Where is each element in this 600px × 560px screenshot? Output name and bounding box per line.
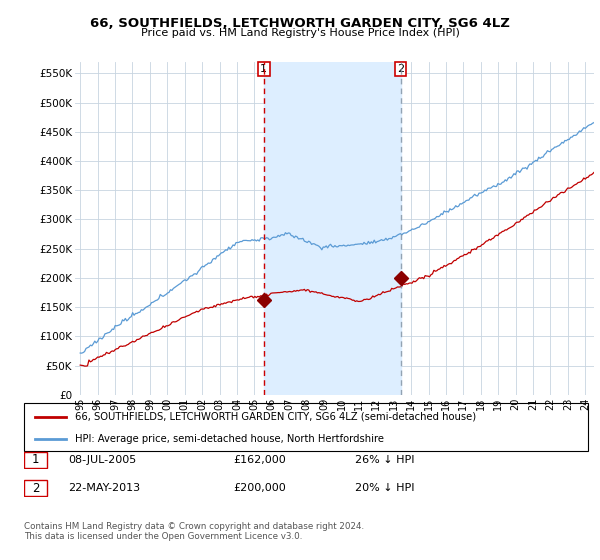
FancyBboxPatch shape	[24, 452, 47, 468]
Text: 22-MAY-2013: 22-MAY-2013	[68, 483, 140, 493]
Text: HPI: Average price, semi-detached house, North Hertfordshire: HPI: Average price, semi-detached house,…	[75, 434, 384, 444]
Text: 2: 2	[397, 64, 404, 74]
Text: 20% ↓ HPI: 20% ↓ HPI	[355, 483, 415, 493]
Text: 66, SOUTHFIELDS, LETCHWORTH GARDEN CITY, SG6 4LZ: 66, SOUTHFIELDS, LETCHWORTH GARDEN CITY,…	[90, 17, 510, 30]
Text: £200,000: £200,000	[234, 483, 287, 493]
Text: Price paid vs. HM Land Registry's House Price Index (HPI): Price paid vs. HM Land Registry's House …	[140, 28, 460, 38]
Text: 08-JUL-2005: 08-JUL-2005	[68, 455, 136, 465]
FancyBboxPatch shape	[24, 480, 47, 496]
Text: 1: 1	[32, 453, 40, 466]
Text: 66, SOUTHFIELDS, LETCHWORTH GARDEN CITY, SG6 4LZ (semi-detached house): 66, SOUTHFIELDS, LETCHWORTH GARDEN CITY,…	[75, 412, 476, 422]
Text: Contains HM Land Registry data © Crown copyright and database right 2024.
This d: Contains HM Land Registry data © Crown c…	[24, 522, 364, 542]
Text: 2: 2	[32, 482, 40, 495]
Text: 1: 1	[260, 64, 267, 74]
Bar	[264, 62, 401, 395]
Text: £162,000: £162,000	[234, 455, 287, 465]
Text: 26% ↓ HPI: 26% ↓ HPI	[355, 455, 415, 465]
